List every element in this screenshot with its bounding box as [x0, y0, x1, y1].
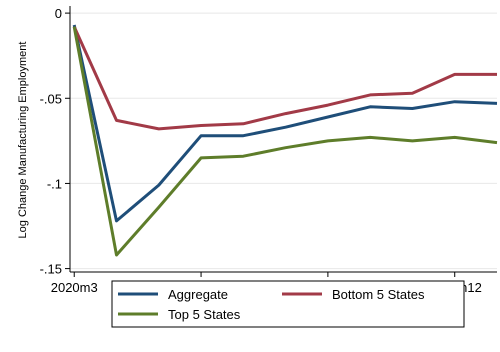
y-axis-title: Log Change Manufacturing Employment [17, 42, 29, 239]
gridlines [70, 12, 497, 270]
y-tick-label: 0 [55, 6, 62, 21]
y-tick-label: -.05 [40, 91, 62, 106]
legend-box [111, 280, 465, 328]
series-line-aggregate [72, 24, 498, 223]
legend-label-bottom-5-states: Bottom 5 States [332, 287, 425, 302]
series-line-bottom-5-states [72, 26, 497, 131]
x-tick-label: 2020m3 [51, 280, 98, 295]
y-tick-label: -.1 [47, 176, 62, 191]
series-line-top-5-states [72, 26, 498, 257]
legend-label-top-5-states: Top 5 States [168, 307, 241, 322]
series-lines [72, 24, 498, 257]
legend: Aggregate Bottom 5 States Top 5 States [111, 280, 465, 328]
legend-label-aggregate: Aggregate [168, 287, 228, 302]
y-tick-label: -.15 [40, 262, 62, 277]
